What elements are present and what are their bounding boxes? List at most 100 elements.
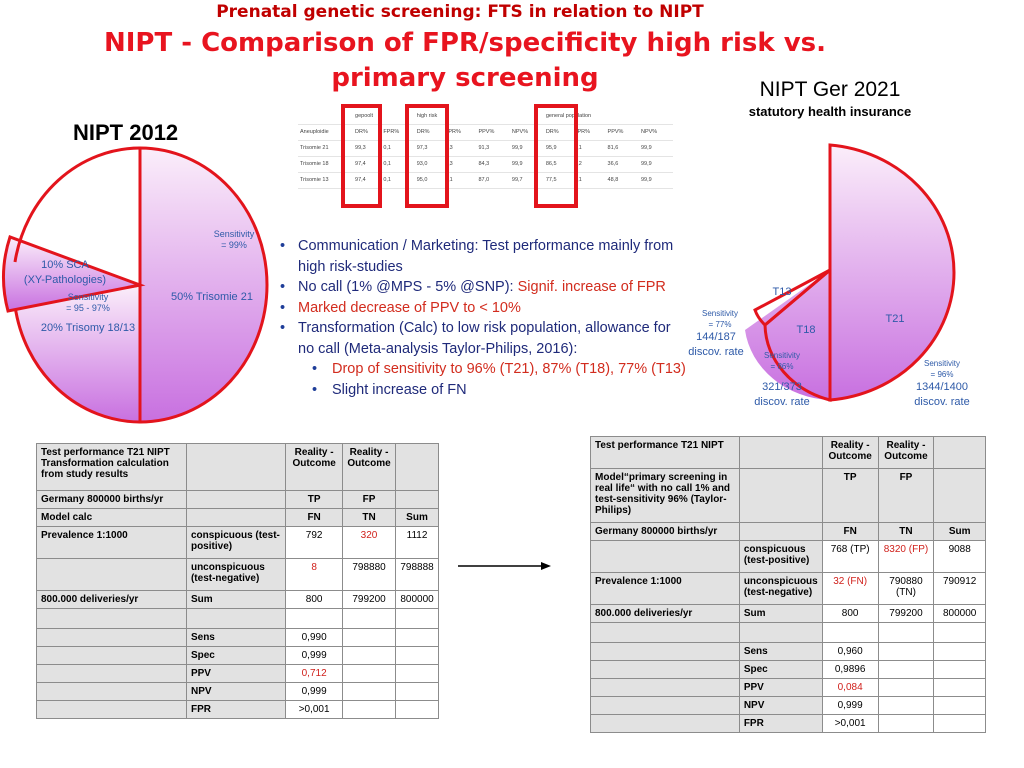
lt-sum: Sum: [395, 508, 439, 527]
right-pie-sens-t13-b: = 77%: [709, 320, 732, 329]
rt-title: Test performance T21 NIPT: [590, 436, 740, 469]
right-chart-heading: NIPT Ger 2021: [759, 78, 901, 101]
right-pie-sens-t21-b: = 96%: [931, 370, 954, 379]
study-comparison-table: gepoolt high risk general population Ane…: [298, 104, 673, 208]
slide-subtitle: Prenatal genetic screening: FTS in relat…: [216, 2, 704, 22]
mini-table-cell: 84,3: [476, 156, 510, 173]
right-pie-chart: T13 T18 T21 Sensitivity = 77% 144/187 di…: [688, 143, 970, 408]
lt-npv: NPV: [185, 682, 287, 701]
lt-v-fp: 320: [341, 526, 397, 559]
mini-table-cell: 86,5: [543, 156, 573, 173]
rt-births: Germany 800000 births/yr: [590, 522, 740, 541]
rt-deliveries: 800.000 deliveries/yr: [590, 604, 740, 623]
pie-slice-t1813: [13, 283, 142, 424]
lt-title: Test performance T21 NIPT Transformation…: [36, 443, 187, 491]
mini-table-cell: 81,6: [605, 140, 639, 157]
mini-col-header: NPV%: [638, 124, 673, 141]
bullet-no-call-text: No call (1% @MPS - 5% @SNP):: [298, 279, 518, 295]
highlight-pooled-dr: [341, 104, 382, 208]
right-performance-table: Test performance T21 NIPT Reality - Outc…: [590, 436, 986, 733]
lt-prevalence: Prevalence 1:1000: [36, 526, 187, 559]
mini-table-cell: 93,0: [414, 156, 444, 173]
lt-deliveries: 800.000 deliveries/yr: [36, 590, 187, 609]
right-pie-disc-t21-b: discov. rate: [914, 396, 969, 408]
lt-v-sens: 0,990: [285, 628, 343, 647]
mini-col-header: DR%: [543, 124, 573, 141]
highlight-highrisk-dr: [405, 104, 449, 208]
lt-spec: Spec: [185, 646, 287, 665]
mini-col-header: PPV%: [476, 124, 510, 141]
right-pie-slice-t18: [763, 266, 832, 402]
mini-group-pooled: gepoolt: [353, 108, 415, 125]
lt-v-npv: 0,999: [285, 682, 343, 701]
pie-label-sca-a: 10% SCA: [41, 259, 89, 271]
rt-reality-1: Reality - Outcome: [821, 436, 879, 469]
mini-col-header: DR%: [353, 124, 382, 141]
mini-col-header: Aneuploidie: [298, 124, 354, 141]
rt-tn: TN: [877, 522, 935, 541]
pie-label-sens-sca-a: Sensitivity: [68, 292, 109, 302]
left-chart-heading: NIPT 2012: [73, 120, 179, 145]
mini-table-cell: 95,0: [414, 172, 444, 189]
right-chart-subheading: statutory health insurance: [748, 104, 912, 119]
mini-table-cell: 99,9: [638, 172, 673, 189]
mini-table-cell: 91,3: [476, 140, 510, 157]
mini-table-cell: 99,9: [638, 140, 673, 157]
pie-label-sens-sca-b: = 95 - 97%: [66, 303, 110, 313]
mini-col-header: PPV%: [605, 124, 639, 141]
lt-v-sum1: 1112: [395, 526, 439, 559]
lt-v-col2: 799200: [341, 590, 397, 609]
rt-v-fn: 32 (FN): [821, 572, 879, 605]
rt-model: Model“primary screening in real life“ wi…: [590, 468, 740, 523]
lt-fpr: FPR: [185, 700, 287, 719]
right-pie-disc-t18-b: discov. rate: [754, 396, 809, 408]
rt-v-fpr: >0,001: [821, 714, 879, 733]
mini-table-cell: 77,5: [543, 172, 573, 189]
mini-table-cell: 97,4: [353, 172, 382, 189]
right-pie-slice-t21: [828, 143, 956, 402]
mini-table-cell: Trisomie 18: [298, 156, 354, 173]
right-pie-sens-t18-a: Sensitivity: [764, 351, 800, 360]
mini-table-cell: Trisomie 13: [298, 172, 354, 189]
mini-table-cell: Trisomie 21: [298, 140, 354, 157]
lt-v-ppv: 0,712: [285, 664, 343, 683]
right-pie-label-t13: T13: [773, 286, 792, 298]
lt-v-col1: 800: [285, 590, 343, 609]
right-pie-slice-t13: [753, 268, 831, 328]
right-pie-label-t21: T21: [886, 313, 905, 325]
right-pie-sens-t21-a: Sensitivity: [924, 359, 960, 368]
rt-v-npv: 0,999: [821, 696, 879, 715]
lt-fn: FN: [285, 508, 343, 527]
bullet-fn-increase: Slight increase of FN: [278, 380, 688, 401]
mini-table-cell: 99,3: [353, 140, 382, 157]
right-pie-sens-t13-a: Sensitivity: [702, 309, 738, 318]
mini-table-cell: 97,3: [414, 140, 444, 157]
rt-sum: Sum: [933, 522, 986, 541]
mini-col-header: DR%: [414, 124, 444, 141]
lt-v-spec: 0,999: [285, 646, 343, 665]
pie-label-t21: 50% Trisomie 21: [171, 291, 253, 303]
pie-label-sca-b: (XY-Pathologies): [24, 274, 106, 286]
mini-col-header: FPR%: [572, 124, 606, 141]
pie-label-t1813: 20% Trisomy 18/13: [41, 322, 135, 334]
lt-v-total: 800000: [395, 590, 439, 609]
rt-fp: FP: [877, 468, 935, 523]
lt-unconspicuous: unconspicuous (test-negative): [185, 558, 287, 591]
rt-v-col2: 799200: [877, 604, 935, 623]
lt-reality-1: Reality - Outcome: [285, 443, 343, 491]
pie-slice-empty: [13, 146, 141, 263]
lt-reality-2: Reality - Outcome: [341, 443, 397, 491]
lt-conspicuous: conspicuous (test-positive): [185, 526, 287, 559]
rt-tp: TP: [821, 468, 879, 523]
bullet-no-call-highlight: Signif. increase of FPR: [517, 279, 666, 295]
rt-v-sum1: 9088: [933, 540, 986, 573]
rt-v-spec: 0,9896: [821, 660, 879, 679]
rt-v-col1: 800: [821, 604, 879, 623]
mini-table-cell: 97,4: [353, 156, 382, 173]
bullet-sensitivity-drop: Drop of sensitivity to 96% (T21), 87% (T…: [278, 359, 688, 380]
right-pie-sens-t18-b: = 86%: [771, 362, 794, 371]
lt-v-fn: 8: [285, 558, 343, 591]
rt-unconspicuous: unconspicuous (test-negative): [738, 572, 823, 605]
lt-sens: Sens: [185, 628, 287, 647]
pie-label-sens-t21-a: Sensitivity: [214, 229, 255, 239]
